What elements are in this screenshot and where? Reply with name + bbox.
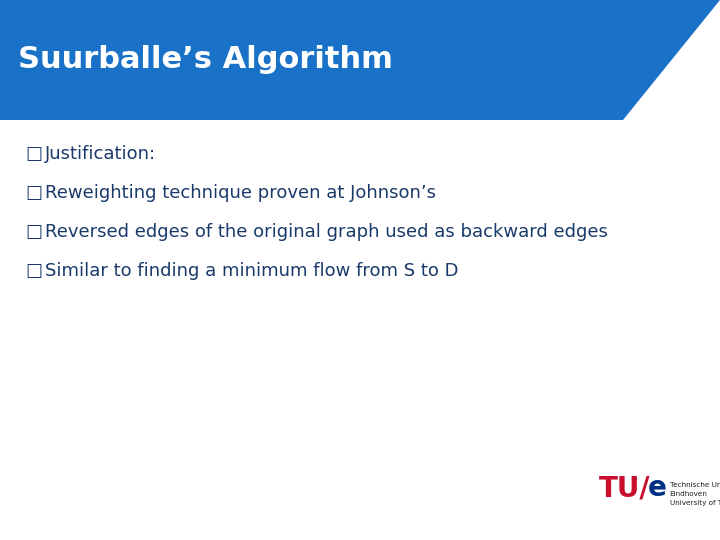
- Text: Reversed edges of the original graph used as backward edges: Reversed edges of the original graph use…: [45, 222, 608, 241]
- Text: Technische Universiteit
Eindhoven
University of Technology: Technische Universiteit Eindhoven Univer…: [670, 482, 720, 505]
- Text: □: □: [25, 222, 42, 241]
- Text: Similar to finding a minimum flow from S to D: Similar to finding a minimum flow from S…: [45, 261, 459, 280]
- Text: e: e: [648, 474, 667, 502]
- Text: Justification:: Justification:: [45, 145, 156, 163]
- Text: Suurballe’s Algorithm: Suurballe’s Algorithm: [18, 45, 393, 75]
- Text: □: □: [25, 184, 42, 202]
- Text: Reweighting technique proven at Johnson’s: Reweighting technique proven at Johnson’…: [45, 184, 436, 202]
- Bar: [0, 0, 720, 120]
- Text: □: □: [25, 145, 42, 163]
- Text: TU/: TU/: [599, 474, 651, 502]
- Text: □: □: [25, 261, 42, 280]
- Polygon shape: [623, 0, 720, 120]
